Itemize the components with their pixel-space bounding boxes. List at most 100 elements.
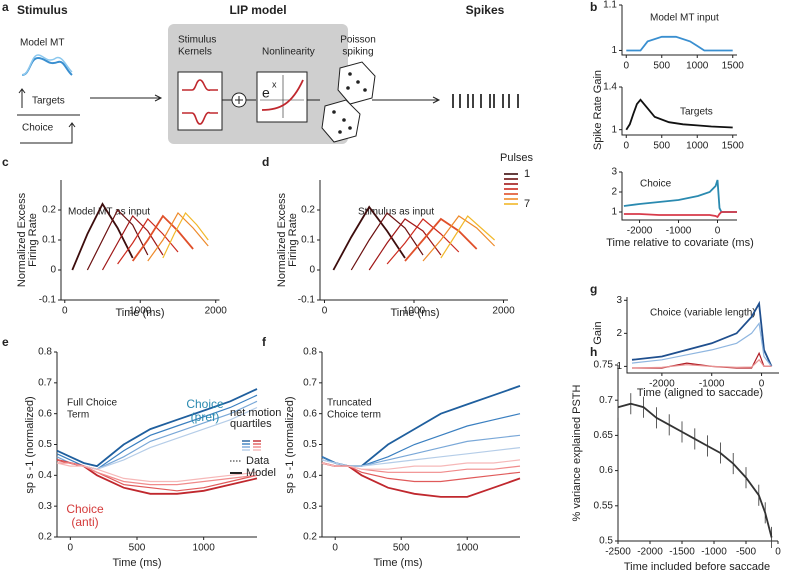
x-tick-label: 0	[322, 306, 328, 317]
y-axis-label: % variance explained PSTH	[571, 384, 583, 521]
y-tick-label: 0	[50, 265, 56, 276]
chart-title: Truncated	[327, 398, 372, 409]
annotation: Choice	[66, 502, 104, 516]
series-line	[117, 218, 179, 265]
x-tick-label: 2000	[492, 306, 515, 317]
series-line	[631, 300, 773, 367]
sum-sign	[235, 96, 243, 104]
diagram-label: Kernels	[178, 47, 212, 58]
formula: x	[272, 79, 277, 89]
panel-label: h	[590, 345, 597, 359]
kernel-curve	[182, 79, 218, 125]
axes	[321, 352, 520, 538]
y-tick-label: 0.55	[594, 500, 614, 511]
x-tick-label: 2000	[205, 306, 228, 317]
x-tick-label: -1500	[669, 547, 695, 558]
y-tick-label: 1.4	[603, 82, 617, 93]
panel-label: d	[262, 155, 269, 169]
panel-label: c	[2, 155, 9, 169]
x-tick-label: -1000	[666, 226, 692, 237]
diagram-heading: Spikes	[466, 3, 505, 17]
y-tick-label: 1	[616, 361, 622, 372]
x-tick-label: -2000	[627, 226, 653, 237]
series-line	[101, 215, 164, 271]
y-tick-label: 0.2	[303, 532, 317, 543]
chart-title: Choice term	[327, 410, 381, 421]
series-line	[368, 218, 442, 271]
x-tick-label: 0	[623, 61, 629, 72]
y-tick-label: 0.8	[38, 347, 52, 358]
panel-label: f	[262, 335, 267, 349]
arrow	[372, 96, 441, 104]
x-tick-label: -1000	[701, 547, 727, 558]
diagram-label: Model MT	[20, 38, 64, 49]
kernel-box	[177, 71, 223, 131]
diagram-label: Stimulus	[178, 35, 216, 46]
series-line	[625, 98, 733, 131]
series-line	[56, 388, 258, 468]
series-line	[440, 215, 495, 259]
legend-label: Model	[246, 467, 276, 479]
y-tick-label: 0.3	[38, 501, 52, 512]
series-line	[617, 402, 773, 538]
y-tick-label: 1.1	[603, 0, 617, 11]
y-tick-label: 2	[611, 187, 617, 198]
x-axis-label: Time (ms)	[112, 557, 161, 569]
x-tick-label: 0	[715, 226, 721, 237]
series-line	[631, 321, 772, 367]
x-tick-label: 500	[653, 141, 670, 152]
mt-trace	[21, 54, 73, 76]
x-tick-label: 0	[759, 379, 765, 390]
y-tick-label: -0.1	[298, 295, 316, 306]
chart-title: Model MT input	[650, 13, 719, 24]
x-tick-label: 1000	[403, 306, 426, 317]
panel-label: g	[590, 282, 597, 296]
y-tick-label: 3	[611, 167, 617, 178]
x-axis-label: Time (ms)	[390, 307, 439, 319]
x-tick-label: 500	[393, 543, 410, 554]
annotation: Choice	[186, 397, 224, 411]
arrow	[90, 94, 163, 102]
choice-arrow	[20, 122, 76, 144]
diagram-label: Poisson	[340, 35, 376, 46]
series-line	[422, 215, 496, 262]
chart-title: Term	[67, 410, 89, 421]
y-tick-label: 3	[616, 295, 622, 306]
x-tick-label: 500	[129, 543, 146, 554]
diagram: a Stimulus LIP model Spikes Model MT Tar…	[2, 0, 519, 144]
x-tick-label: -1000	[699, 379, 725, 390]
x-axis-label: Time included before saccade	[624, 561, 770, 573]
series-line	[162, 211, 209, 259]
y-tick-label: 0.75	[594, 360, 614, 371]
x-tick-label: 1500	[722, 141, 745, 152]
y-tick-label: 0.65	[594, 430, 614, 441]
series-line	[86, 208, 149, 271]
dice	[321, 61, 376, 143]
target-arrow	[18, 88, 26, 108]
x-tick-label: 1000	[193, 543, 216, 554]
legend-title: quartiles	[230, 418, 272, 430]
series-line	[350, 212, 424, 271]
axes	[319, 180, 508, 301]
y-tick-label: -0.1	[39, 295, 57, 306]
series-line	[147, 212, 209, 262]
series-line	[71, 202, 134, 271]
y-tick-label: 0.5	[599, 536, 613, 547]
spike-raster	[452, 94, 519, 108]
axes	[621, 87, 737, 136]
series-line	[321, 413, 521, 467]
x-tick-label: 0	[332, 543, 338, 554]
y-tick-label: 0	[309, 265, 315, 276]
y-axis-label: Normalized Excess	[276, 192, 288, 287]
y-tick-label: 0.7	[303, 377, 317, 388]
series-line	[321, 459, 521, 470]
x-tick-label: 0	[775, 547, 781, 558]
annotation: (pref)	[191, 410, 220, 424]
panel-label: b	[590, 0, 597, 14]
series-line	[57, 462, 258, 486]
x-axis-label: Time (ms)	[115, 307, 164, 319]
legend-title: net motion	[230, 407, 281, 419]
x-tick-label: -2000	[637, 547, 663, 558]
x-tick-label: 0	[623, 141, 629, 152]
y-tick-label: 0.6	[303, 408, 317, 419]
